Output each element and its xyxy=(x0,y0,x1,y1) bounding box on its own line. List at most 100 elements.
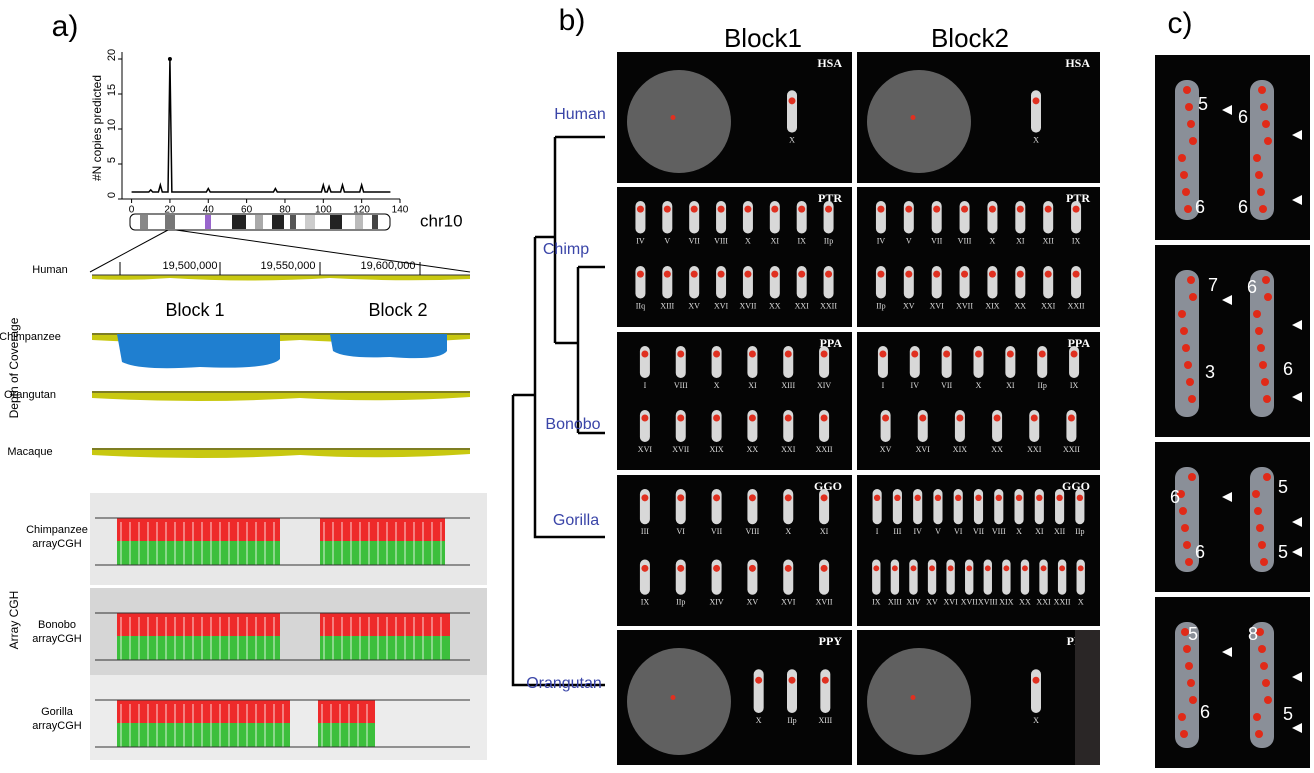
axis-label: Array CGH xyxy=(7,591,21,650)
species-code: GGO xyxy=(1062,479,1090,493)
copy-label: 6 xyxy=(1238,107,1248,127)
chromosome-label: VI xyxy=(954,527,963,536)
chromosome-label: IIp xyxy=(876,301,885,310)
copy-label: 5 xyxy=(1278,542,1288,562)
chromosome xyxy=(783,560,793,595)
fish-signal xyxy=(1041,565,1047,571)
chromosome-label: XXII xyxy=(1054,598,1071,607)
ideogram-band xyxy=(272,215,284,229)
chromosome-label: IIp xyxy=(1075,527,1084,536)
chromosome-label: XIX xyxy=(709,445,723,454)
fish-signal xyxy=(1045,271,1052,278)
fish-signal xyxy=(637,271,644,278)
species-label: Chimp xyxy=(543,241,589,258)
fish-signal xyxy=(1031,415,1038,422)
fish-signal xyxy=(641,494,648,501)
species-label: Human xyxy=(554,106,606,123)
chromosome-label: XVI xyxy=(916,445,931,454)
fish-signal xyxy=(975,351,982,358)
chromosome-label: VIII xyxy=(674,381,688,390)
chromosome-label: XIV xyxy=(709,598,723,607)
chromosome-label: IIp xyxy=(676,598,685,607)
fish-signal xyxy=(1187,120,1195,128)
fish-signal xyxy=(911,115,916,120)
chromosome-label: XXI xyxy=(781,445,796,454)
fish-signal xyxy=(877,271,884,278)
fish-signal xyxy=(994,415,1001,422)
species-code: PPY xyxy=(819,634,843,648)
fish-signal xyxy=(671,695,676,700)
chromosome xyxy=(820,669,830,713)
ideogram-band xyxy=(305,215,315,229)
position-label: 19,600,000 xyxy=(360,260,415,272)
fish-signal xyxy=(1180,730,1188,738)
species-code: HSA xyxy=(817,56,842,70)
fish-signal xyxy=(1255,327,1263,335)
column-header: Block1 xyxy=(724,23,802,53)
chromosome xyxy=(1014,489,1023,524)
chromosome-label: IV xyxy=(877,236,886,245)
chromosome-label: X xyxy=(990,236,996,245)
chromosome-label: IIp xyxy=(787,716,796,725)
fish-signal xyxy=(1185,103,1193,111)
fish-signal xyxy=(1179,507,1187,515)
y-tick-label: 5 xyxy=(106,157,118,163)
y-tick-label: 0 xyxy=(106,192,118,198)
fish-signal xyxy=(785,494,792,501)
chromosome-label: VII xyxy=(689,236,700,245)
fish-signal xyxy=(911,565,917,571)
chromosome-label: XVI xyxy=(714,301,729,310)
fish-signal xyxy=(933,206,940,213)
fish-signal xyxy=(1059,565,1065,571)
fish-signal xyxy=(929,565,935,571)
fish-signal xyxy=(1253,154,1261,162)
fish-signal xyxy=(755,677,762,684)
fish-signal xyxy=(785,415,792,422)
chromosome-label: VIII xyxy=(746,527,760,536)
chromosome xyxy=(994,489,1003,524)
fish-signal xyxy=(641,565,648,572)
chromosome-label: VI xyxy=(677,527,686,536)
chromosome xyxy=(984,560,992,595)
fish-signal xyxy=(989,206,996,213)
copy-label: 6 xyxy=(1195,542,1205,562)
fish-signal xyxy=(975,495,981,501)
fish-signal xyxy=(1073,271,1080,278)
copy-label: 6 xyxy=(1195,197,1205,217)
fish-signal xyxy=(664,206,671,213)
fish-signal xyxy=(1186,378,1194,386)
fish-image xyxy=(617,187,852,327)
fish-signal xyxy=(789,677,796,684)
track-label: Chimpanzee xyxy=(26,524,88,536)
gain-signal xyxy=(320,636,450,660)
fish-signal xyxy=(691,206,698,213)
fish-signal xyxy=(821,565,828,572)
fish-signal xyxy=(718,206,725,213)
chromosome-label: X xyxy=(1016,527,1022,536)
chromosome-label: XVI xyxy=(638,445,653,454)
chromosome xyxy=(747,560,757,595)
fish-signal xyxy=(1033,97,1040,104)
fish-signal xyxy=(1185,558,1193,566)
x-tick-label: 140 xyxy=(392,205,409,216)
chromosome xyxy=(1031,669,1041,713)
fish-signal xyxy=(825,271,832,278)
fish-signal xyxy=(713,565,720,572)
gain-signal xyxy=(318,723,375,747)
chromosome xyxy=(891,560,899,595)
chromosome-label: XVII xyxy=(672,445,689,454)
y-tick-label: 20 xyxy=(106,49,118,61)
fish-signal xyxy=(785,565,792,572)
fish-signal xyxy=(914,495,920,501)
chromosome-label: IIp xyxy=(1038,381,1047,390)
coverage-track xyxy=(92,275,470,281)
ideogram-band xyxy=(372,215,378,229)
gain-signal xyxy=(117,541,280,565)
position-label: 19,500,000 xyxy=(162,260,217,272)
chromosome xyxy=(1035,489,1044,524)
fish-signal xyxy=(874,495,880,501)
fish-signal xyxy=(677,494,684,501)
ideogram-band xyxy=(140,215,148,229)
chromosome-label: V xyxy=(664,236,670,245)
fish-signal xyxy=(671,115,676,120)
